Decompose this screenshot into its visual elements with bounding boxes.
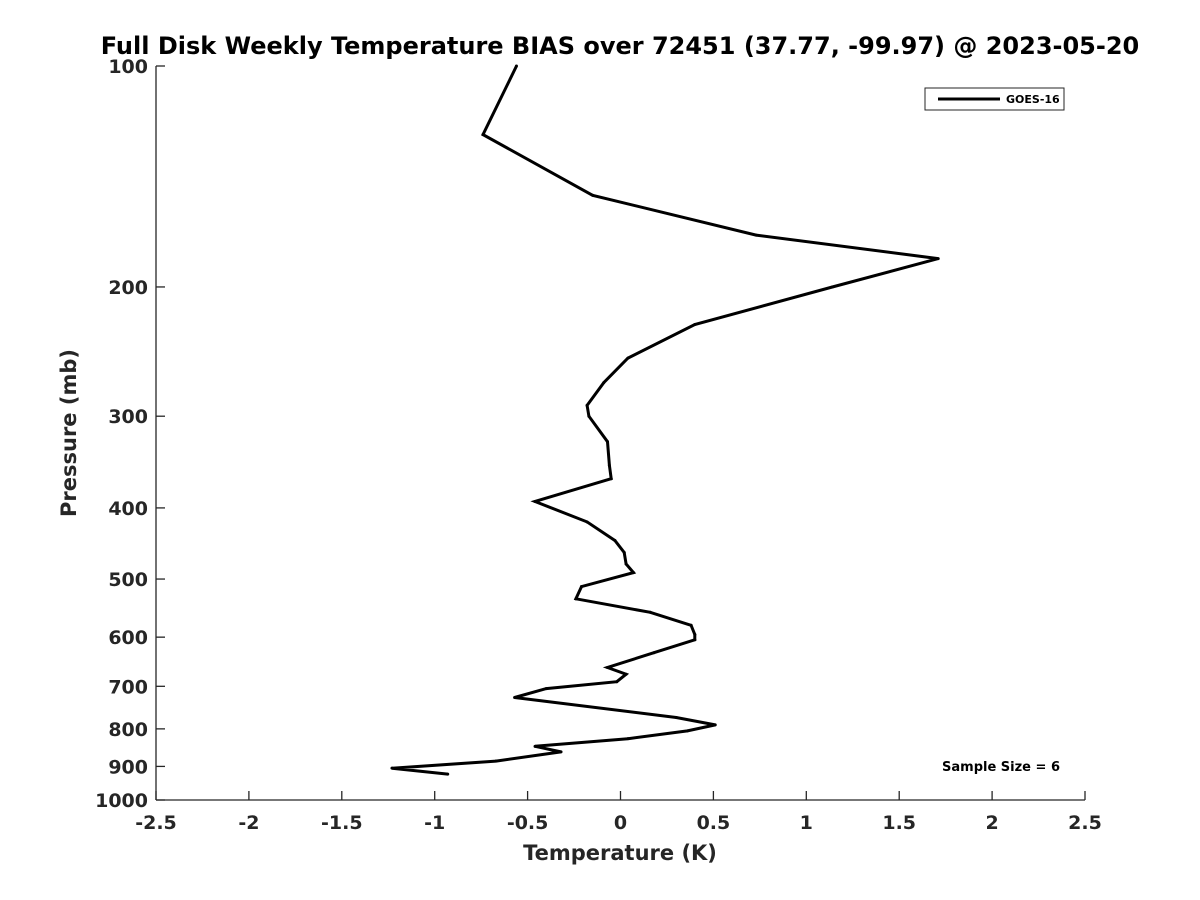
data-point bbox=[585, 403, 589, 407]
data-point bbox=[609, 477, 613, 481]
data-point bbox=[685, 729, 689, 733]
chart-title: Full Disk Weekly Temperature BIAS over 7… bbox=[101, 32, 1140, 60]
x-tick-label: 0 bbox=[614, 812, 627, 834]
data-point bbox=[632, 571, 636, 575]
y-tick-label: 1000 bbox=[95, 790, 148, 812]
data-point bbox=[494, 759, 498, 763]
x-tick-label: -0.5 bbox=[507, 812, 549, 834]
data-point bbox=[481, 133, 485, 137]
data-point bbox=[390, 766, 394, 770]
data-point bbox=[602, 381, 606, 385]
data-point bbox=[574, 597, 578, 601]
x-tick-label: -1 bbox=[424, 812, 445, 834]
y-tick-label: 100 bbox=[108, 56, 148, 78]
data-point bbox=[624, 672, 628, 676]
data-point bbox=[693, 323, 697, 327]
data-point bbox=[591, 193, 595, 197]
data-point bbox=[533, 744, 537, 748]
data-point bbox=[652, 651, 656, 655]
data-point bbox=[613, 538, 617, 542]
x-tick-label: 0.5 bbox=[697, 812, 731, 834]
data-point bbox=[513, 695, 517, 699]
data-point bbox=[626, 737, 630, 741]
y-tick-label: 600 bbox=[108, 627, 148, 649]
y-tick-label: 700 bbox=[108, 676, 148, 698]
data-point bbox=[514, 64, 518, 68]
legend-label-goes-16: GOES-16 bbox=[1006, 93, 1060, 106]
series-points bbox=[390, 64, 940, 776]
x-tick-label: 2.5 bbox=[1068, 812, 1102, 834]
y-axis-label: Pressure (mb) bbox=[57, 349, 81, 517]
data-point bbox=[615, 680, 619, 684]
y-tick-label: 300 bbox=[108, 406, 148, 428]
y-tick-label: 200 bbox=[108, 277, 148, 299]
data-point bbox=[830, 285, 834, 289]
x-tick-label: -2.5 bbox=[135, 812, 177, 834]
y-tick-label: 900 bbox=[108, 756, 148, 778]
x-tick-label: -2 bbox=[238, 812, 259, 834]
data-point bbox=[446, 772, 450, 776]
data-point bbox=[648, 610, 652, 614]
x-axis-ticks: -2.5 -2 -1.5 -1 -0.5 0 0.5 1 1.5 2 2.5 bbox=[135, 791, 1102, 834]
x-tick-label: 2 bbox=[985, 812, 998, 834]
x-tick-label: 1 bbox=[800, 812, 813, 834]
data-point bbox=[713, 723, 717, 727]
data-point bbox=[585, 520, 589, 524]
data-point bbox=[936, 257, 940, 261]
data-point bbox=[693, 632, 697, 636]
x-axis-label: Temperature (K) bbox=[523, 841, 717, 865]
data-point bbox=[605, 666, 609, 670]
data-point bbox=[674, 716, 678, 720]
data-point bbox=[693, 638, 697, 642]
data-point bbox=[587, 414, 591, 418]
data-point bbox=[559, 750, 563, 754]
legend: GOES-16 bbox=[924, 87, 1065, 111]
data-point bbox=[624, 562, 628, 566]
y-tick-label: 500 bbox=[108, 569, 148, 591]
y-axis-ticks: 100 200 300 400 500 600 700 800 900 1000 bbox=[95, 56, 165, 812]
data-point bbox=[533, 499, 537, 503]
data-point bbox=[689, 623, 693, 627]
x-tick-label: -1.5 bbox=[321, 812, 363, 834]
y-tick-label: 800 bbox=[108, 719, 148, 741]
data-point bbox=[579, 585, 583, 589]
x-tick-label: 1.5 bbox=[882, 812, 916, 834]
data-point bbox=[607, 463, 611, 467]
data-point bbox=[754, 233, 758, 237]
sample-size-annotation: Sample Size = 6 bbox=[942, 760, 1060, 775]
y-tick-label: 400 bbox=[108, 498, 148, 520]
data-point bbox=[626, 356, 630, 360]
data-point bbox=[544, 687, 548, 691]
data-point bbox=[622, 550, 626, 554]
data-point bbox=[605, 440, 609, 444]
